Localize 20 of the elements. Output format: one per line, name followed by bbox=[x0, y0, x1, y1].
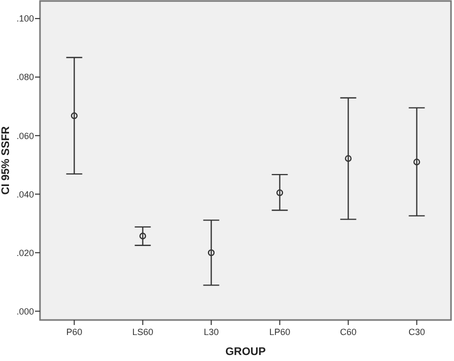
x-axis-title: GROUP bbox=[225, 346, 266, 358]
point bbox=[208, 249, 215, 256]
y-tick-label: .080 bbox=[16, 72, 34, 82]
y-tick-label: .020 bbox=[16, 248, 34, 258]
point bbox=[413, 158, 420, 166]
x-tick-label: C60 bbox=[340, 327, 357, 337]
x-tick-label: L30 bbox=[204, 327, 219, 337]
point bbox=[139, 232, 146, 240]
point bbox=[344, 155, 352, 162]
point bbox=[70, 112, 78, 120]
y-axis-title: CI 95% SSFR bbox=[0, 126, 12, 195]
x-tick-label: LS60 bbox=[132, 327, 154, 337]
y-tick-label: .100 bbox=[16, 14, 34, 24]
x-tick-label: C30 bbox=[408, 327, 426, 337]
point bbox=[276, 189, 284, 196]
x-tick-label: LP60 bbox=[269, 327, 290, 337]
y-tick-label: .040 bbox=[16, 189, 34, 200]
y-tick-label: .060 bbox=[16, 130, 34, 141]
y-tick-label: .000 bbox=[16, 306, 34, 316]
x-tick-label: P60 bbox=[66, 327, 82, 337]
